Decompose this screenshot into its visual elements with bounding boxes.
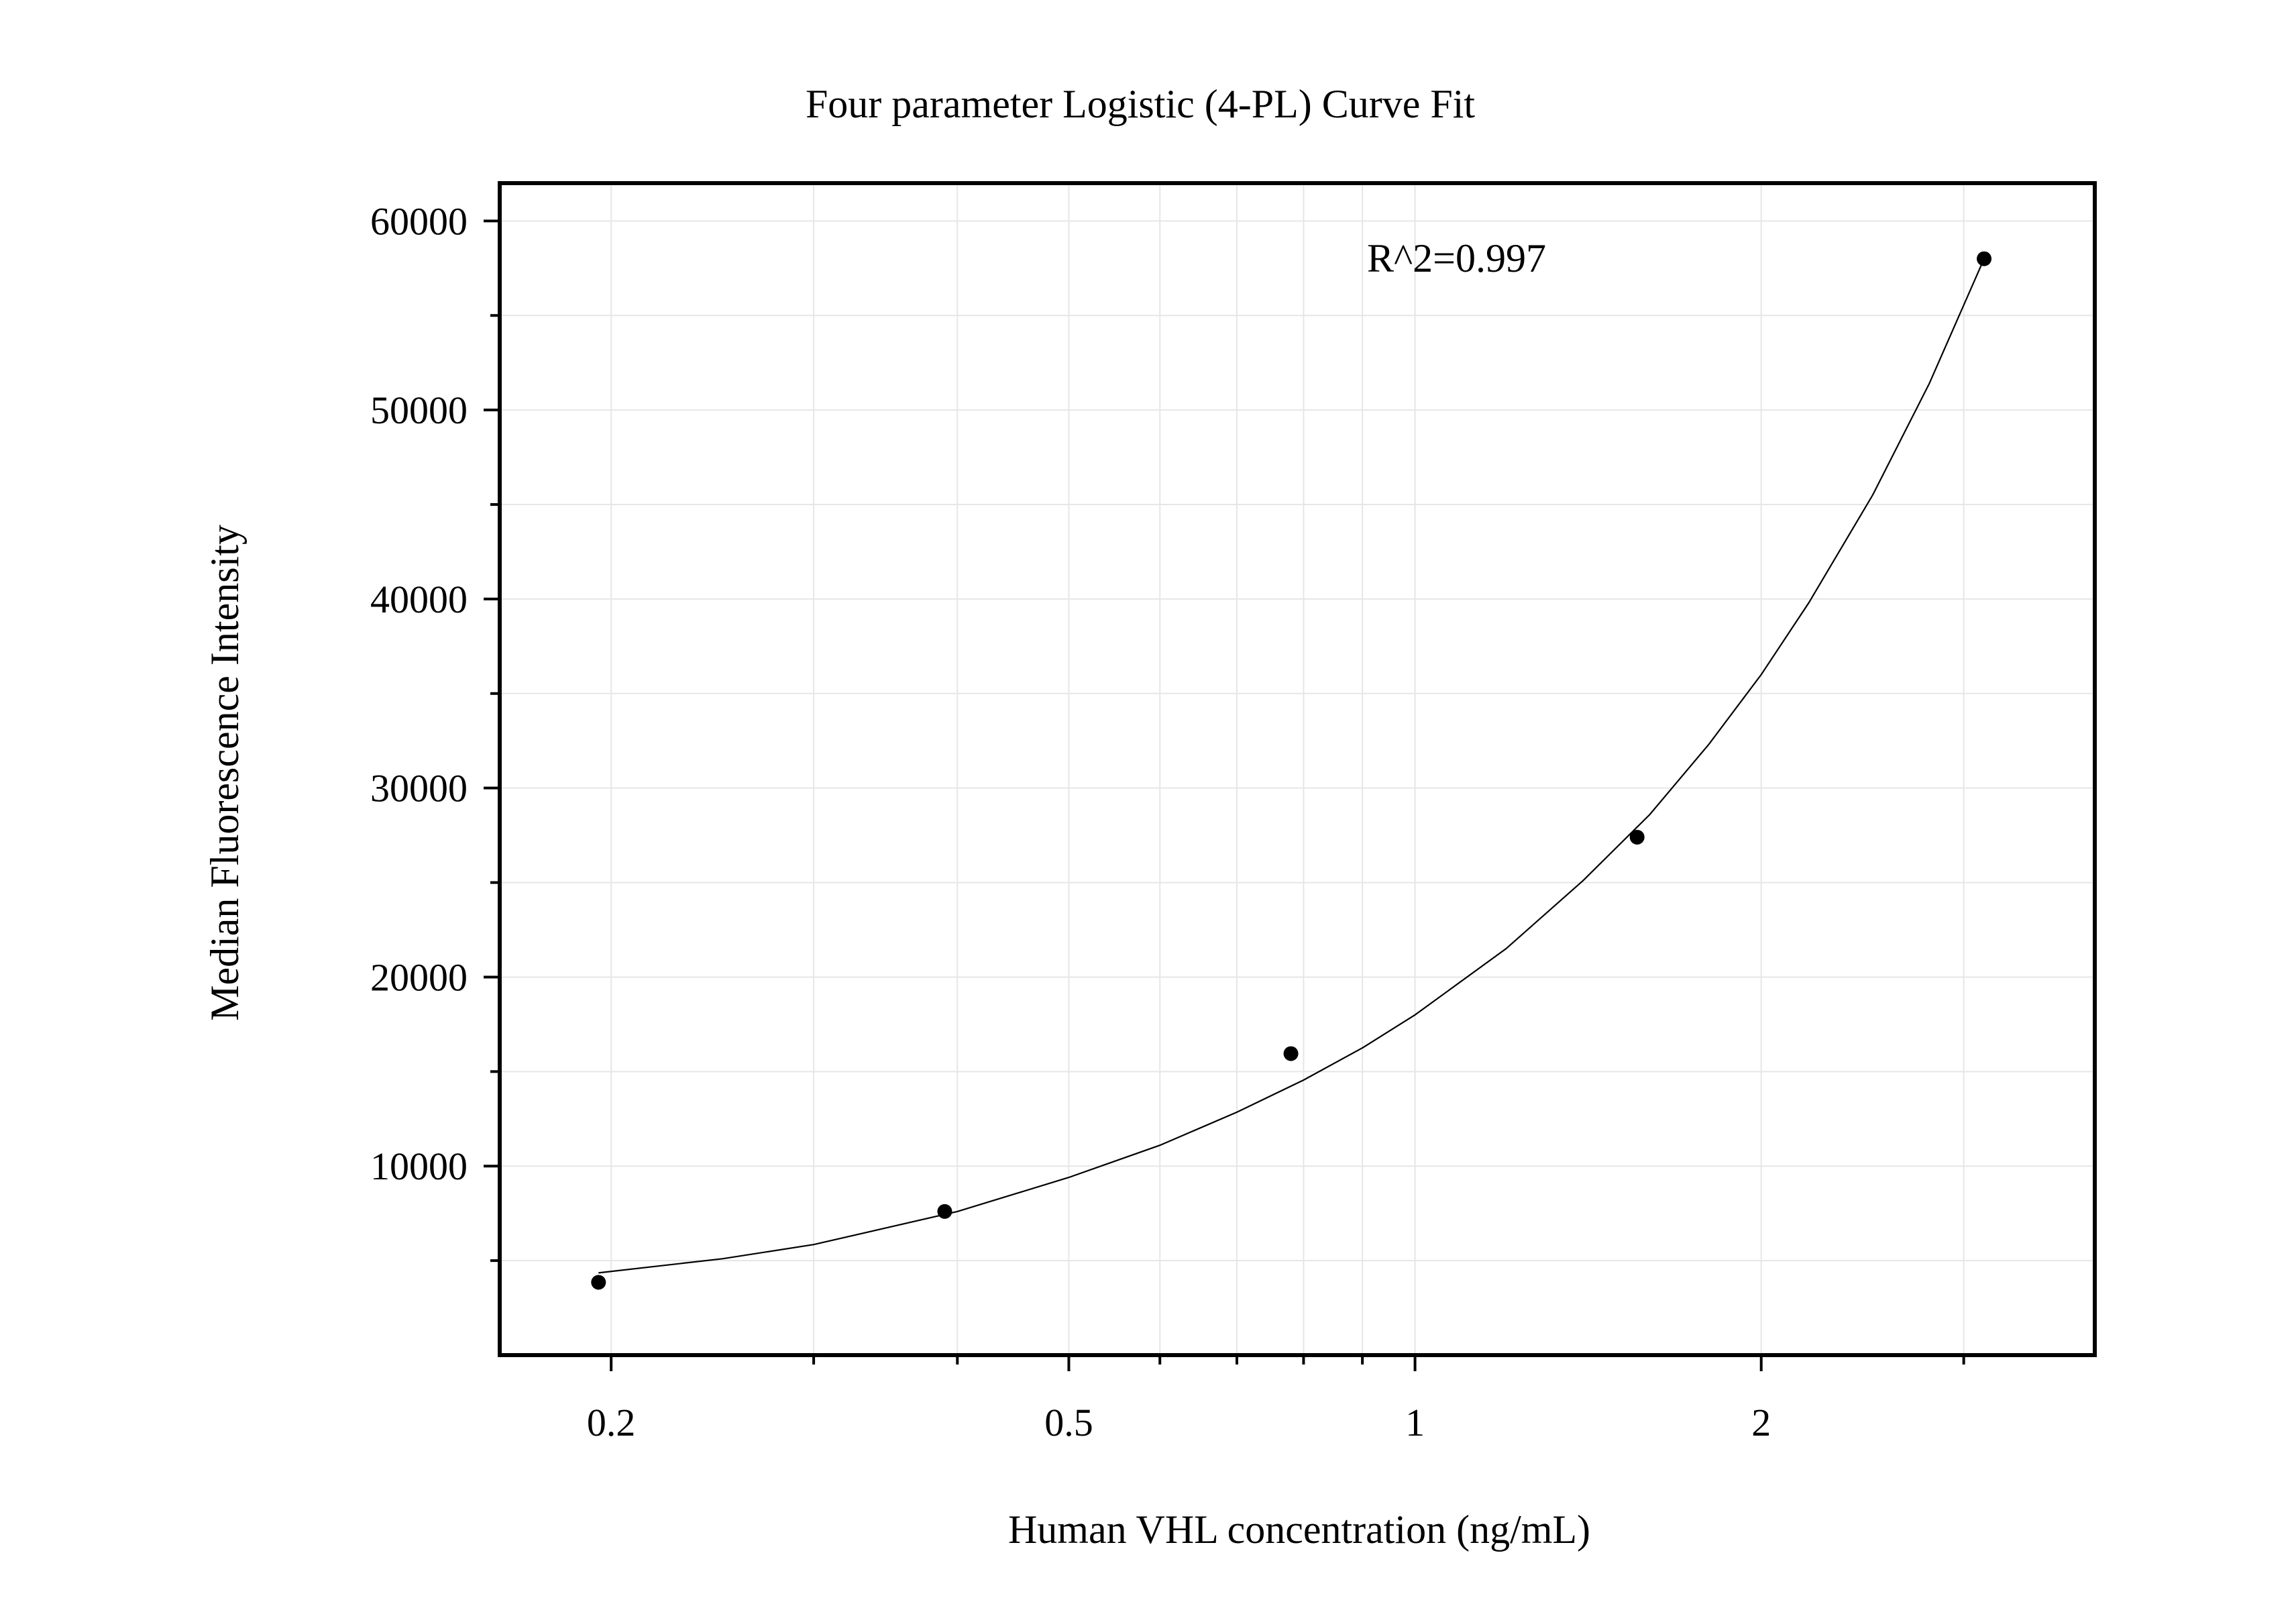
y-tick-label: 20000 xyxy=(370,955,468,999)
tick-labels: 10000 20000 30000 40000 50000 60000 0.2 0.5 1 2 xyxy=(370,199,1771,1444)
data-point xyxy=(1283,1046,1299,1061)
data-point xyxy=(1977,251,1992,266)
x-tick-label: 0.5 xyxy=(1044,1401,1093,1444)
r-squared-annotation: R^2=0.997 xyxy=(1367,236,1546,280)
y-tick-label: 50000 xyxy=(370,388,468,432)
y-tick-label: 10000 xyxy=(370,1144,468,1188)
data-point xyxy=(591,1275,606,1290)
plot-frame xyxy=(498,181,2097,1357)
y-tick-label: 60000 xyxy=(370,199,468,243)
x-axis-label: Human VHL concentration (ng/mL) xyxy=(1008,1507,1590,1552)
data-points xyxy=(591,251,1992,1290)
y-axis-label: Median Fluorescence Intensity xyxy=(203,525,247,1021)
x-tick-label: 2 xyxy=(1751,1401,1771,1444)
y-tick-label: 40000 xyxy=(370,578,468,621)
x-tick-label: 0.2 xyxy=(587,1401,636,1444)
fit-curve-line xyxy=(598,258,1985,1274)
chart-title: Four parameter Logistic (4-PL) Curve Fit xyxy=(806,82,1475,126)
data-point xyxy=(1629,829,1645,845)
x-tick-label: 1 xyxy=(1405,1401,1425,1444)
y-tick-label: 30000 xyxy=(370,767,468,810)
minor-grid-lines xyxy=(610,183,1965,1355)
data-point xyxy=(937,1204,952,1219)
axis-ticks xyxy=(484,219,1965,1371)
grid-lines xyxy=(500,220,2095,1262)
